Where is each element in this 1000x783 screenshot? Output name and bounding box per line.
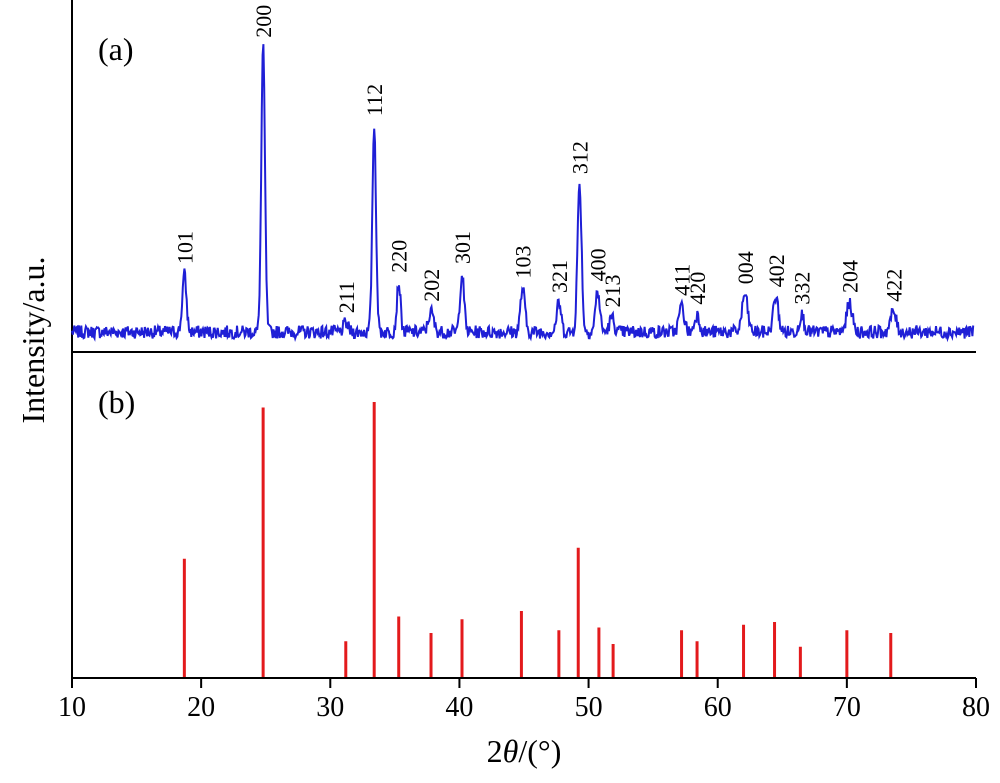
peak-label: 402 [764,254,789,287]
x-tick-label: 20 [187,692,215,723]
peak-label: 204 [837,260,862,293]
peak-label: 321 [547,260,572,293]
x-ticks [71,678,977,688]
reference-bars [182,402,893,677]
panel-label-a: (a) [98,31,134,67]
peak-label: 422 [881,269,906,302]
x-tick-label: 50 [575,692,603,723]
peak-label: 211 [334,281,359,313]
peak-label: 420 [685,272,710,305]
peak-label: 411 [670,264,695,296]
panel-b: (b) [98,384,893,677]
peak-label: 200 [251,5,276,38]
x-tick-labels: 10 20 30 40 50 60 70 80 [58,692,990,723]
xrd-pattern-line [71,44,975,343]
x-axis-title: 2θ/(°) [487,733,562,769]
peak-label: 400 [586,248,611,281]
x-tick-label: 30 [316,692,344,723]
x-tick-label: 80 [962,692,990,723]
peak-label: 112 [362,84,387,116]
x-tick-label: 10 [58,692,86,723]
peak-label: 213 [600,275,625,308]
peak-label: 301 [450,231,475,264]
peak-label: 312 [568,141,593,174]
peak-label: 101 [172,231,197,264]
y-axis-title: Intensity/a.u. [15,256,51,423]
x-tick-label: 40 [445,692,473,723]
x-axis-title-suffix: /(°) [518,733,561,769]
x-axis-title-theta: θ [503,733,519,769]
peak-label: 004 [733,251,758,284]
peak-label: 103 [511,246,536,279]
peak-label: 220 [387,240,412,273]
peak-label: 332 [790,272,815,305]
x-tick-label: 70 [833,692,861,723]
x-tick-label: 60 [704,692,732,723]
peak-label: 202 [419,269,444,302]
panel-label-b: (b) [98,384,135,420]
x-axis-title-prefix: 2 [487,733,503,769]
